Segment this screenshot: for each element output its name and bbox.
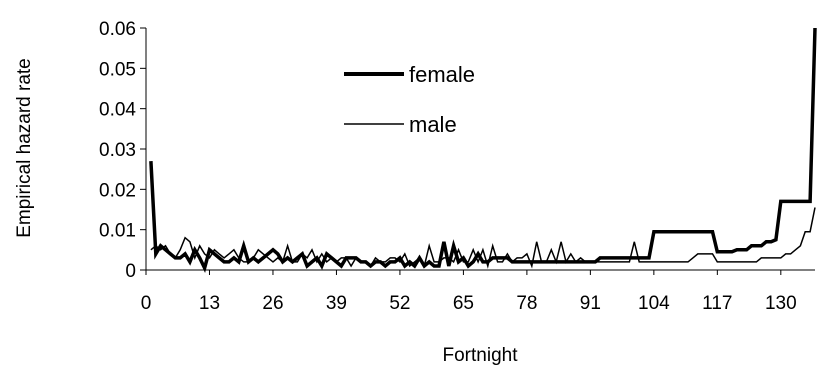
- x-tick-label: 13: [199, 293, 220, 314]
- y-tick-label: 0.06: [99, 19, 136, 40]
- x-tick-label: 0: [141, 293, 152, 314]
- y-axis-title: Empirical hazard rate: [14, 58, 35, 238]
- y-tick-label: 0.01: [99, 221, 136, 242]
- legend-label-female: female: [409, 62, 475, 87]
- legend: female male: [344, 62, 475, 137]
- series-line-male: [150, 207, 816, 269]
- y-tick-label: 0.02: [99, 180, 136, 201]
- y-tick-label: 0.05: [99, 59, 136, 80]
- y-tick-label: 0.04: [99, 100, 136, 121]
- x-tick-label: 39: [326, 293, 347, 314]
- y-axis: 0 0.01 0.02 0.03 0.04 0.05 0.06: [99, 19, 147, 282]
- legend-label-male: male: [409, 112, 457, 137]
- x-tick-label: 26: [262, 293, 283, 314]
- x-axis: 0 13 26 39 52 65 78 91 104 117 130: [141, 269, 815, 314]
- x-axis-title: Fortnight: [443, 345, 519, 366]
- x-tick-label: 52: [389, 293, 410, 314]
- x-tick-label: 78: [516, 293, 537, 314]
- x-tick-label: 130: [765, 293, 797, 314]
- series-layer: [149, 27, 817, 273]
- y-tick-label: 0: [125, 261, 136, 282]
- y-tick-label: 0.03: [99, 140, 136, 161]
- x-tick-label: 117: [702, 293, 732, 314]
- x-tick-label: 65: [453, 293, 474, 314]
- x-tick-label: 104: [638, 293, 670, 314]
- series-line-female: [149, 27, 817, 273]
- x-tick-label: 91: [580, 293, 601, 314]
